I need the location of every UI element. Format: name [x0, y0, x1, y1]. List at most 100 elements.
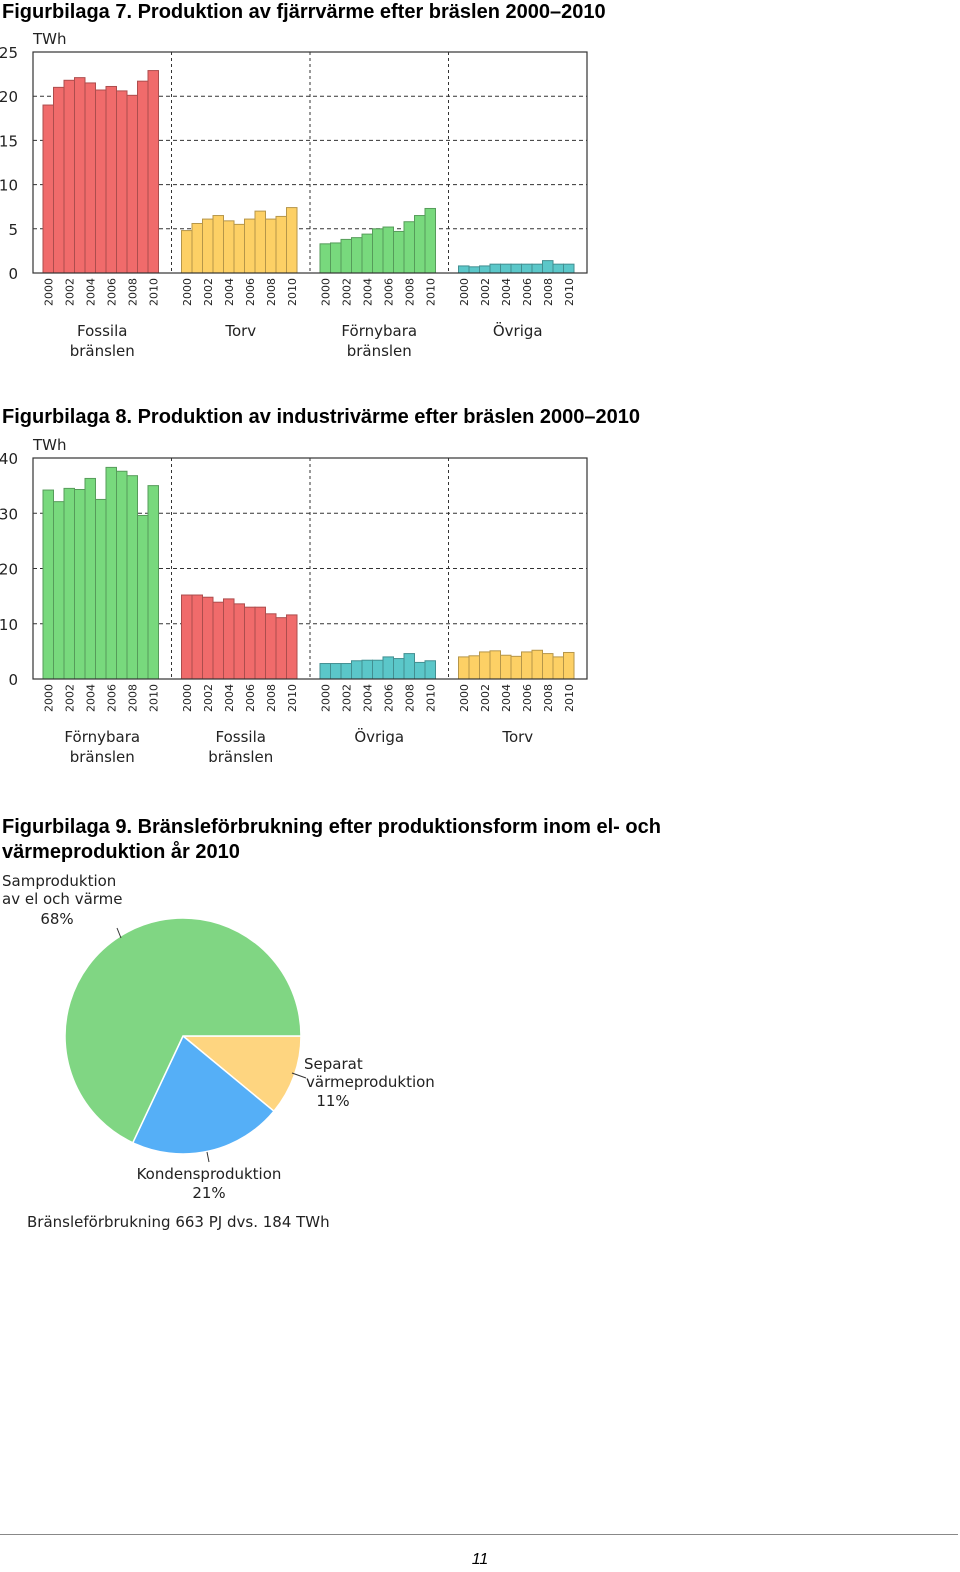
x-tick-label: 2008: [403, 684, 416, 712]
group-label: bränslen: [70, 748, 135, 766]
x-tick-label: 2006: [521, 684, 534, 712]
bar: [63, 487, 75, 680]
x-tick-label: 2004: [361, 684, 374, 712]
bar: [223, 220, 235, 274]
x-tick-label: 2006: [244, 684, 257, 712]
x-tick-label: 2010: [147, 278, 160, 306]
x-tick-label: 2004: [223, 684, 236, 712]
bar: [489, 263, 501, 274]
x-tick-label: 2000: [42, 278, 55, 306]
x-tick-label: 2004: [361, 278, 374, 306]
x-tick-label: 2002: [340, 278, 353, 306]
bar: [191, 222, 203, 274]
bar: [116, 90, 128, 274]
y-tick-label: 20: [0, 88, 18, 106]
x-tick-label: 2008: [542, 278, 555, 306]
bar: [500, 654, 512, 680]
group-label: Övriga: [493, 321, 543, 340]
figure-7-title: Figurbilaga 7. Produktion av fjärrvärme …: [2, 1, 606, 23]
leader-line: [291, 1072, 307, 1079]
bar: [319, 663, 331, 680]
bar: [286, 614, 298, 680]
bar: [382, 656, 394, 680]
bar: [563, 263, 575, 274]
bar: [244, 606, 256, 680]
bar: [414, 661, 426, 680]
bar: [403, 221, 415, 274]
pie-slice-value: 21%: [192, 1184, 225, 1202]
x-tick-label: 2000: [319, 684, 332, 712]
bar: [147, 485, 159, 680]
y-tick-label: 30: [0, 505, 18, 523]
bar: [521, 651, 533, 680]
x-tick-label: 2002: [202, 684, 215, 712]
bar: [414, 215, 426, 274]
x-tick-label: 2002: [479, 278, 492, 306]
y-tick-label: 40: [0, 450, 18, 468]
industrial-heat-bar-chart: 0 10 20 30 40 2000 2002 2004 2006 2008 2010 Förnyba…: [0, 436, 588, 766]
x-tick-label: 2006: [105, 684, 118, 712]
x-tick-label: 2006: [382, 278, 395, 306]
footer-divider: [0, 1534, 958, 1535]
group-label: Förnybara: [341, 322, 417, 340]
bar: [458, 265, 470, 274]
x-tick-label: 2008: [542, 684, 555, 712]
pie-slice-label: Kondensproduktion: [137, 1165, 282, 1183]
x-tick-label: 2000: [319, 278, 332, 306]
bar: [479, 651, 491, 680]
bar: [521, 263, 533, 274]
bar: [552, 656, 564, 680]
pie-slice-value: 11%: [316, 1092, 349, 1110]
x-tick-label: 2002: [63, 278, 76, 306]
x-tick-label: 2010: [563, 684, 576, 712]
bar: [372, 228, 384, 274]
bar: [254, 210, 266, 274]
x-tick-label: 2006: [382, 684, 395, 712]
figure-9-title: Figurbilaga 9. Bränsleförbrukning efter …: [2, 816, 661, 863]
group-label: bränslen: [70, 342, 135, 360]
bar: [95, 498, 107, 680]
bar: [126, 475, 138, 680]
group-label: bränslen: [347, 342, 412, 360]
x-tick-label: 2002: [479, 684, 492, 712]
bar: [330, 663, 342, 680]
x-tick-label: 2008: [403, 278, 416, 306]
bar: [233, 223, 245, 274]
y-tick-label: 20: [0, 561, 18, 579]
plot-frame: [32, 457, 588, 680]
x-tick-label: 2000: [458, 684, 471, 712]
bar: [126, 94, 138, 274]
bar: [372, 659, 384, 680]
bar: [53, 86, 65, 274]
bar: [212, 601, 224, 680]
x-tick-label: 2002: [63, 684, 76, 712]
bar: [468, 655, 480, 680]
leader-line: [206, 1151, 210, 1163]
bar: [424, 660, 436, 680]
group-label: bränslen: [208, 748, 273, 766]
group-label: Fossila: [77, 322, 127, 340]
bar: [361, 233, 373, 274]
x-tick-label: 2000: [458, 278, 471, 306]
bar: [500, 263, 512, 274]
bar: [53, 501, 65, 680]
bar: [191, 594, 203, 680]
x-tick-label: 2010: [563, 278, 576, 306]
x-tick-label: 2004: [500, 278, 513, 306]
x-tick-label: 2008: [126, 684, 139, 712]
bar: [202, 596, 214, 680]
x-tick-label: 2010: [424, 684, 437, 712]
bar: [42, 489, 54, 680]
x-tick-label: 2002: [202, 278, 215, 306]
figure-8-title: Figurbilaga 8. Produktion av industrivär…: [2, 406, 641, 428]
bar: [340, 663, 352, 680]
pie-slice-label: Separat: [304, 1055, 363, 1073]
x-tick-label: 2004: [84, 278, 97, 306]
bar: [393, 230, 405, 274]
bar: [181, 594, 193, 680]
y-tick-label: 25: [0, 44, 18, 62]
district-heating-bar-chart: 0 5 10 15 20 25 2000 2002 2004 2006 2008 2010 Fossil…: [0, 30, 588, 360]
bar: [147, 70, 159, 274]
y-tick-label: 0: [8, 671, 18, 689]
